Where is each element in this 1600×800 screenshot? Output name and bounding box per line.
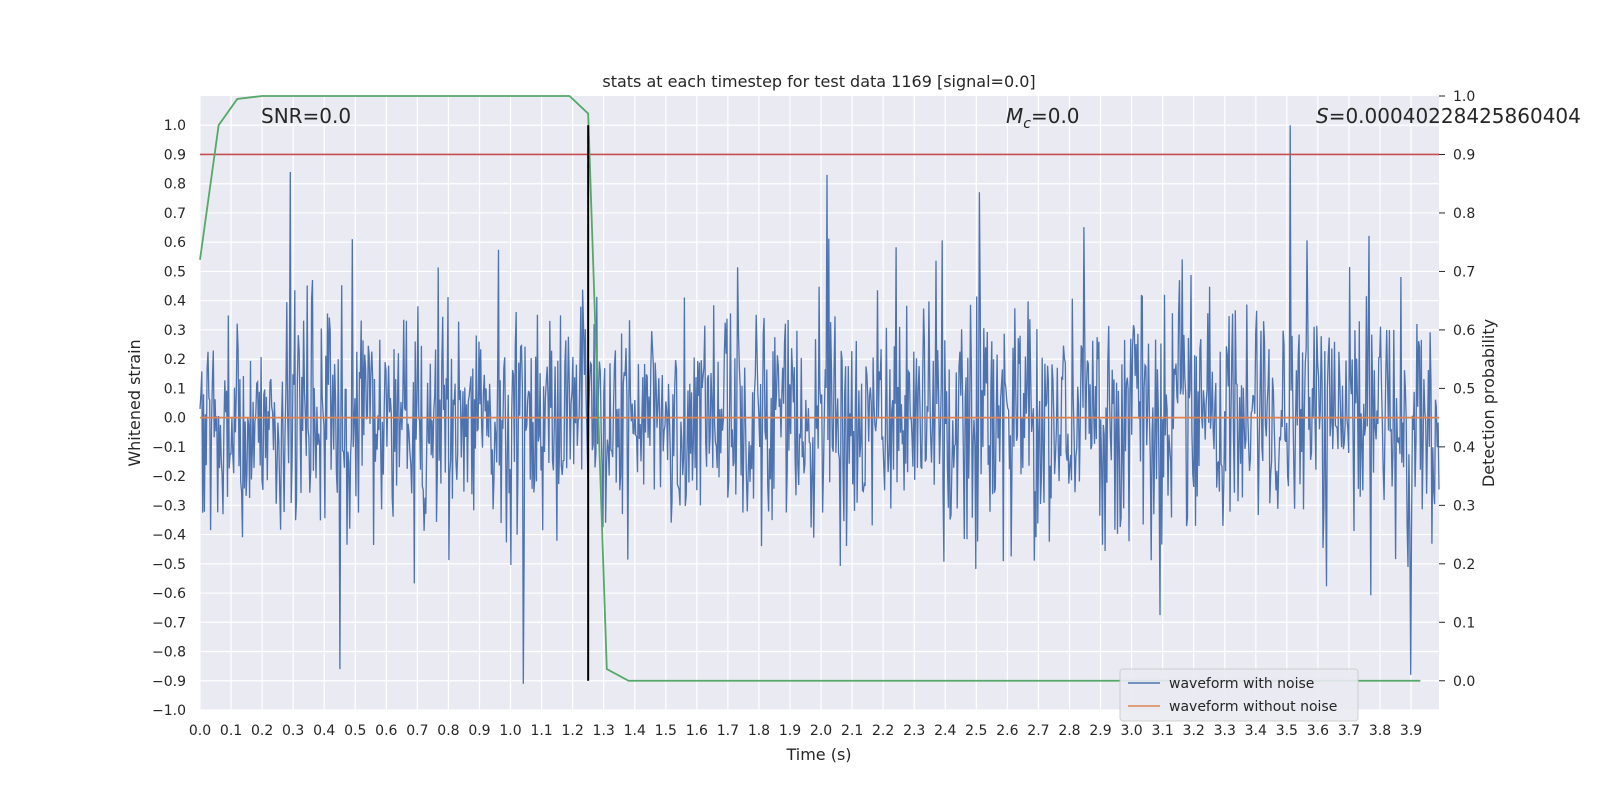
series-detection-probability (199, 95, 1421, 682)
x-tick-label: 2.1 (841, 723, 863, 739)
y-tick-label: −0.9 (152, 674, 186, 690)
x-tick-label: 0.3 (282, 723, 304, 739)
y2-tick-label: 0.8 (1453, 206, 1475, 222)
y-tick-label: 0.2 (164, 352, 186, 368)
legend-label-noise: waveform with noise (1169, 676, 1314, 692)
x-tick-label: 3.0 (1120, 723, 1142, 739)
chirp-mass-value: =0.0 (1031, 104, 1080, 128)
x-tick-label: 1.3 (593, 723, 615, 739)
legend: waveform with noise waveform without noi… (1119, 668, 1359, 722)
chirp-mass-symbol: M (1006, 104, 1023, 128)
x-tick-label: 0.7 (406, 723, 428, 739)
line-series (199, 95, 1439, 682)
s-value: =0.00040228425860404 (1329, 104, 1581, 128)
x-tick-label: 0.6 (375, 723, 397, 739)
x-tick-label: 1.4 (624, 723, 646, 739)
x-tick-label: 3.8 (1369, 723, 1391, 739)
x-tick-label: 2.3 (903, 723, 925, 739)
y-tick-label: 0.6 (164, 235, 186, 251)
x-tick-label: 0.0 (189, 723, 211, 739)
x-tick-label: 3.6 (1307, 723, 1329, 739)
y2-tick-label: 0.9 (1453, 147, 1475, 163)
x-tick-label: 1.1 (530, 723, 552, 739)
y-tick-label: 1.0 (164, 118, 186, 134)
y2-tick-label: 0.4 (1453, 440, 1475, 456)
x-tick-label: 3.1 (1151, 723, 1173, 739)
snr-annotation: SNR=0.0 (261, 104, 351, 128)
legend-label-clean: waveform without noise (1169, 699, 1337, 715)
s-symbol: S (1316, 104, 1329, 128)
s-annotation: S=0.00040228425860404 (1316, 104, 1581, 128)
x-tick-label: 0.1 (220, 723, 242, 739)
x-ticks: 0.0 0.1 0.2 0.3 0.4 0.5 0.6 0.7 0.8 0.9 1.0 1.1 1.2 1… (189, 723, 1422, 739)
x-tick-label: 2.5 (965, 723, 987, 739)
x-tick-label: 1.9 (779, 723, 801, 739)
x-tick-label: 1.0 (499, 723, 521, 739)
x-tick-label: 3.9 (1400, 723, 1422, 739)
y2-tick-label: 0.1 (1453, 615, 1475, 631)
x-tick-label: 1.8 (748, 723, 770, 739)
y-ticks: 1.0 0.9 0.8 0.7 0.6 0.5 0.4 0.3 0.2 0.1 0.0 −0.1 −0.… (152, 118, 186, 719)
chirp-mass-annotation: Mc=0.0 (1006, 104, 1080, 132)
y2-tick-label: 0.3 (1453, 498, 1475, 514)
y-tick-label: −0.6 (152, 586, 186, 602)
y-tick-label: −0.4 (152, 528, 186, 544)
y2-tick-label: 0.2 (1453, 557, 1475, 573)
x-tick-label: 3.3 (1214, 723, 1236, 739)
x-tick-label: 0.2 (251, 723, 273, 739)
x-tick-label: 3.2 (1183, 723, 1205, 739)
x-tick-label: 2.2 (872, 723, 894, 739)
y-tick-label: 0.1 (164, 381, 186, 397)
legend-box (1119, 668, 1359, 722)
y2-tick-label: 1.0 (1453, 89, 1475, 105)
x-tick-label: 3.5 (1276, 723, 1298, 739)
x-tick-label: 0.5 (344, 723, 366, 739)
y-axis-label: Whitened strain (125, 339, 144, 466)
x-axis-label: Time (s) (785, 745, 851, 764)
y-tick-label: −0.1 (152, 440, 186, 456)
x-tick-label: 2.8 (1058, 723, 1080, 739)
x-tick-label: 0.8 (437, 723, 459, 739)
noise-series (199, 125, 1440, 684)
y-tick-label: 0.5 (164, 264, 186, 280)
x-tick-label: 2.7 (1027, 723, 1049, 739)
y2-ticks: 1.0 0.9 0.8 0.7 0.6 0.5 0.4 0.3 0.2 0.1 0.0 (1439, 89, 1475, 690)
y-tick-label: −0.5 (152, 557, 186, 573)
x-tick-label: 1.6 (686, 723, 708, 739)
chirp-mass-subscript: c (1023, 116, 1031, 132)
series-waveform-with-noise (199, 125, 1440, 684)
y-tick-label: 0.9 (164, 147, 186, 163)
x-tick-label: 0.4 (313, 723, 335, 739)
y2-tick-label: 0.7 (1453, 264, 1475, 280)
y-tick-label: 0.4 (164, 294, 186, 310)
y2-tick-label: 0.0 (1453, 674, 1475, 690)
x-tick-label: 2.0 (810, 723, 832, 739)
y2-tick-label: 0.6 (1453, 323, 1475, 339)
y-tick-label: −0.2 (152, 469, 186, 485)
x-tick-label: 1.5 (655, 723, 677, 739)
x-tick-label: 3.7 (1338, 723, 1360, 739)
y-tick-label: −1.0 (152, 703, 186, 719)
y-tick-label: −0.7 (152, 615, 186, 631)
y-tick-label: 0.3 (164, 323, 186, 339)
x-tick-label: 1.2 (561, 723, 583, 739)
x-tick-label: 0.9 (468, 723, 490, 739)
y-tick-label: 0.7 (164, 206, 186, 222)
chart-title: stats at each timestep for test data 116… (602, 72, 1035, 91)
y-tick-label: −0.3 (152, 498, 186, 514)
y-tick-label: −0.8 (152, 645, 186, 661)
x-tick-label: 1.7 (717, 723, 739, 739)
x-tick-label: 3.4 (1245, 723, 1267, 739)
y2-tick-label: 0.5 (1453, 381, 1475, 397)
x-tick-label: 2.9 (1089, 723, 1111, 739)
y-tick-label: 0.8 (164, 177, 186, 193)
y-tick-label: 0.0 (164, 411, 186, 427)
x-tick-label: 2.6 (996, 723, 1018, 739)
y2-axis-label: Detection probability (1479, 319, 1498, 487)
x-tick-label: 2.4 (934, 723, 956, 739)
